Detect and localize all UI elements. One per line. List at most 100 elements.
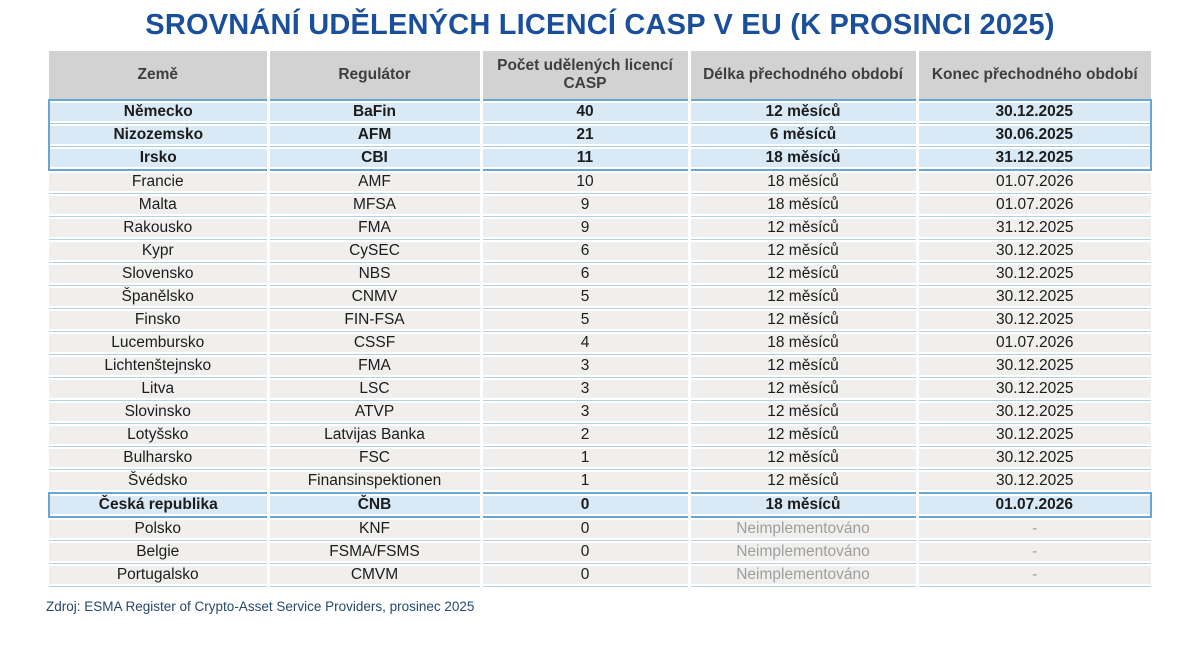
cell-country: Portugalsko <box>49 563 268 588</box>
table-row: Česká republika ČNB 0 18 měsíců 01.07.2026 <box>49 493 1151 518</box>
cell-licenses: 0 <box>479 517 689 542</box>
cell-licenses: 2 <box>479 423 689 448</box>
cell-transition-end: - <box>915 540 1151 565</box>
cell-country: Česká republika <box>49 493 268 518</box>
cell-transition-length: 12 měsíců <box>687 308 917 333</box>
cell-transition-length: 18 měsíců <box>687 331 917 356</box>
cell-country: Španělsko <box>49 285 268 310</box>
casp-license-table: Země Regulátor Počet udělených licencí C… <box>48 51 1152 588</box>
cell-transition-length: Neimplementováno <box>687 563 917 588</box>
cell-licenses: 9 <box>479 193 689 218</box>
cell-licenses: 6 <box>479 239 689 264</box>
table-row: Kypr CySEC 6 12 měsíců 30.12.2025 <box>49 239 1151 264</box>
cell-regulator: FSC <box>266 446 481 471</box>
cell-regulator: BaFin <box>266 100 481 125</box>
table-row: Nizozemsko AFM 21 6 měsíců 30.06.2025 <box>49 123 1151 148</box>
table-row: Slovensko NBS 6 12 měsíců 30.12.2025 <box>49 262 1151 287</box>
column-header-regulator: Regulátor <box>266 51 481 101</box>
table-row: Lotyšsko Latvijas Banka 2 12 měsíců 30.12.20… <box>49 423 1151 448</box>
cell-country: Irsko <box>49 146 268 171</box>
table-row: Rakousko FMA 9 12 měsíců 31.12.2025 <box>49 216 1151 241</box>
cell-transition-end: 30.12.2025 <box>915 100 1151 125</box>
cell-transition-end: 01.07.2026 <box>915 493 1151 518</box>
cell-country: Francie <box>49 170 268 195</box>
cell-licenses: 40 <box>479 100 689 125</box>
cell-transition-end: 30.12.2025 <box>915 377 1151 402</box>
cell-transition-end: 01.07.2026 <box>915 193 1151 218</box>
cell-transition-length: 12 měsíců <box>687 377 917 402</box>
cell-regulator: FMA <box>266 354 481 379</box>
cell-regulator: CBI <box>266 146 481 171</box>
cell-regulator: CMVM <box>266 563 481 588</box>
cell-regulator: NBS <box>266 262 481 287</box>
cell-country: Rakousko <box>49 216 268 241</box>
cell-transition-length: 18 měsíců <box>687 193 917 218</box>
cell-transition-length: 12 měsíců <box>687 446 917 471</box>
cell-transition-length: Neimplementováno <box>687 540 917 565</box>
page-title: SROVNÁNÍ UDĚLENÝCH LICENCÍ CASP V EU (K … <box>145 9 1055 41</box>
cell-regulator: ČNB <box>266 493 481 518</box>
table-header: Země Regulátor Počet udělených licencí C… <box>49 51 1151 101</box>
cell-regulator: ATVP <box>266 400 481 425</box>
table-row: Litva LSC 3 12 měsíců 30.12.2025 <box>49 377 1151 402</box>
table-row: Lichtenštejnsko FMA 3 12 měsíců 30.12.2025 <box>49 354 1151 379</box>
table-row: Finsko FIN-FSA 5 12 měsíců 30.12.2025 <box>49 308 1151 333</box>
cell-licenses: 3 <box>479 400 689 425</box>
cell-licenses: 0 <box>479 563 689 588</box>
cell-country: Malta <box>49 193 268 218</box>
cell-transition-length: 12 měsíců <box>687 400 917 425</box>
cell-transition-end: 31.12.2025 <box>915 216 1151 241</box>
column-header-licenses: Počet udělených licencí CASP <box>479 51 689 101</box>
not-implemented-rows-group: Polsko KNF 0 Neimplementováno - Belgie FSMA/FS… <box>49 517 1151 588</box>
cell-transition-end: 30.12.2025 <box>915 262 1151 287</box>
cell-transition-end: 30.12.2025 <box>915 354 1151 379</box>
cell-regulator: CNMV <box>266 285 481 310</box>
cell-licenses: 9 <box>479 216 689 241</box>
cell-licenses: 5 <box>479 308 689 333</box>
cell-transition-end: 01.07.2026 <box>915 331 1151 356</box>
highlighted-top3-group: Německo BaFin 40 12 měsíců 30.12.2025 Nizozem… <box>49 100 1151 171</box>
cell-regulator: FIN-FSA <box>266 308 481 333</box>
cell-licenses: 6 <box>479 262 689 287</box>
cell-licenses: 1 <box>479 446 689 471</box>
cell-country: Kypr <box>49 239 268 264</box>
standard-rows-group: Francie AMF 10 18 měsíců 01.07.2026 Malta MFSA… <box>49 170 1151 494</box>
table-row: Německo BaFin 40 12 měsíců 30.12.2025 <box>49 100 1151 125</box>
table-row: Belgie FSMA/FSMS 0 Neimplementováno - <box>49 540 1151 565</box>
cell-transition-length: 12 měsíců <box>687 262 917 287</box>
cell-country: Bulharsko <box>49 446 268 471</box>
cell-regulator: AMF <box>266 170 481 195</box>
cell-transition-length: 18 měsíců <box>687 493 917 518</box>
table-row: Irsko CBI 11 18 měsíců 31.12.2025 <box>49 146 1151 171</box>
cell-regulator: Latvijas Banka <box>266 423 481 448</box>
cell-country: Lichtenštejnsko <box>49 354 268 379</box>
cell-transition-length: 12 měsíců <box>687 285 917 310</box>
cell-country: Slovensko <box>49 262 268 287</box>
cell-transition-end: - <box>915 563 1151 588</box>
column-header-transition-end: Konec přechodného období <box>915 51 1151 101</box>
table-row: Slovinsko ATVP 3 12 měsíců 30.12.2025 <box>49 400 1151 425</box>
cell-transition-length: 12 měsíců <box>687 239 917 264</box>
cell-transition-end: 30.12.2025 <box>915 285 1151 310</box>
cell-licenses: 0 <box>479 493 689 518</box>
cell-transition-length: 12 měsíců <box>687 423 917 448</box>
cell-transition-end: 01.07.2026 <box>915 170 1151 195</box>
cell-country: Švédsko <box>49 469 268 494</box>
cell-licenses: 10 <box>479 170 689 195</box>
header-row: Země Regulátor Počet udělených licencí C… <box>49 51 1151 101</box>
cell-country: Polsko <box>49 517 268 542</box>
cell-licenses: 3 <box>479 377 689 402</box>
cell-regulator: CSSF <box>266 331 481 356</box>
cell-regulator: CySEC <box>266 239 481 264</box>
cell-regulator: FSMA/FSMS <box>266 540 481 565</box>
cell-regulator: KNF <box>266 517 481 542</box>
cell-regulator: MFSA <box>266 193 481 218</box>
cell-regulator: AFM <box>266 123 481 148</box>
cell-transition-end: 30.12.2025 <box>915 239 1151 264</box>
cell-transition-length: 6 měsíců <box>687 123 917 148</box>
cell-transition-length: 12 měsíců <box>687 469 917 494</box>
cell-transition-end: 30.12.2025 <box>915 400 1151 425</box>
highlighted-czech-group: Česká republika ČNB 0 18 měsíců 01.07.2026 <box>49 493 1151 518</box>
cell-transition-end: 30.12.2025 <box>915 423 1151 448</box>
